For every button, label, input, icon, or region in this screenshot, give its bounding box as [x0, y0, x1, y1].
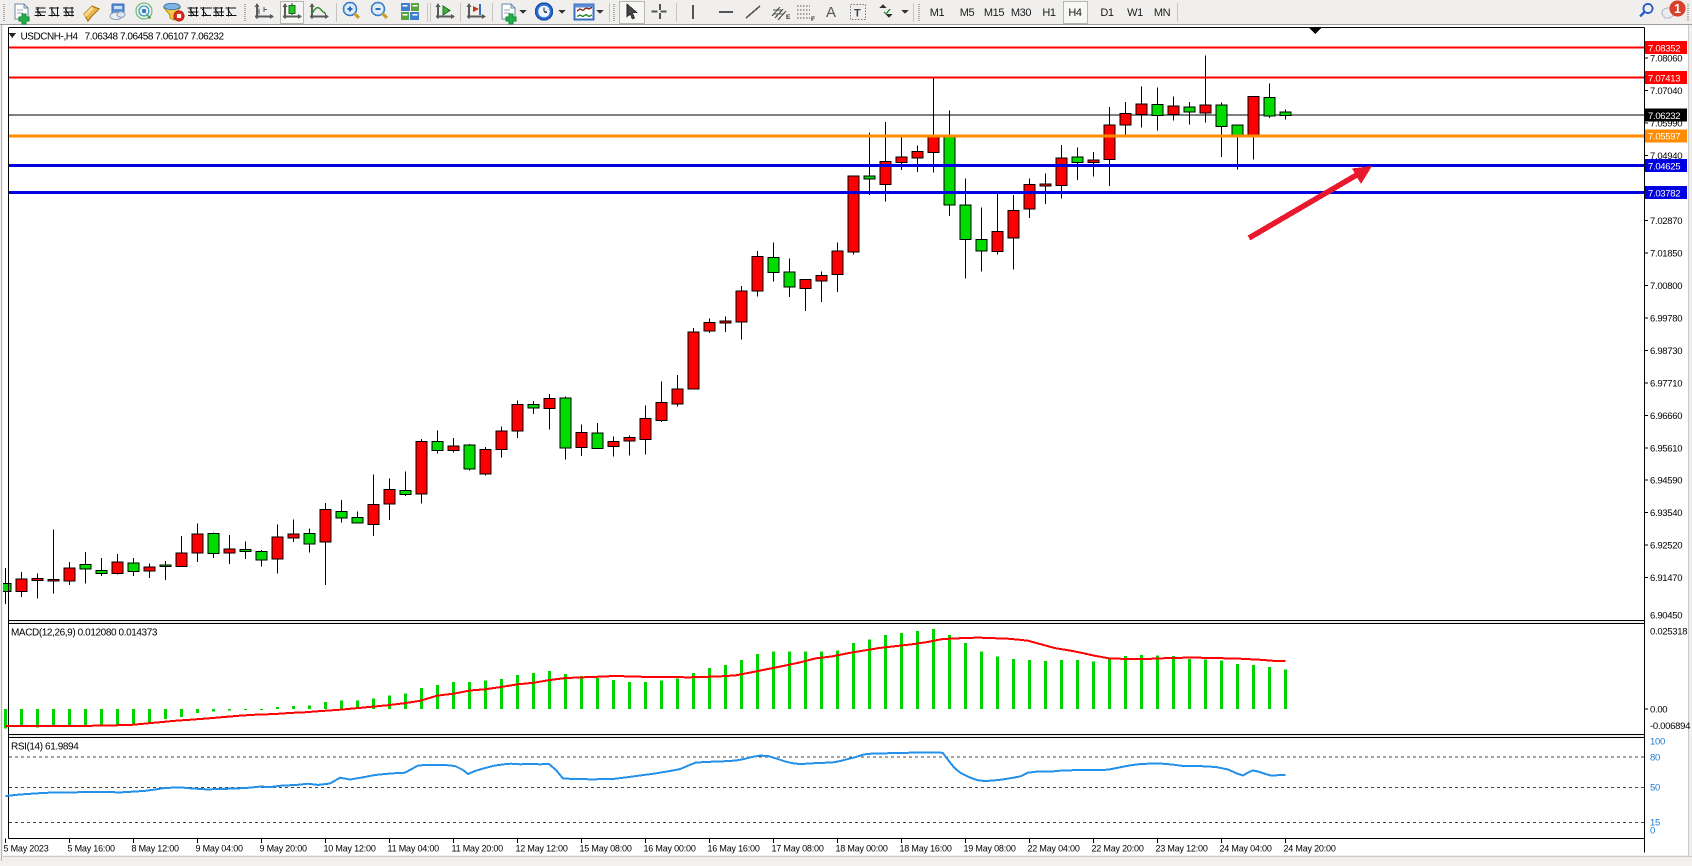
svg-text:0.025318: 0.025318: [1650, 627, 1687, 638]
svg-text:6.91470: 6.91470: [1650, 573, 1682, 584]
svg-text:MN: MN: [1154, 7, 1171, 19]
svg-text:5 May 2023: 5 May 2023: [4, 844, 49, 854]
svg-text:1: 1: [1674, 2, 1681, 16]
svg-text:6.96660: 6.96660: [1650, 411, 1682, 422]
svg-text:6.92520: 6.92520: [1650, 541, 1682, 552]
svg-text:5 May 16:00: 5 May 16:00: [68, 844, 116, 854]
svg-text:H1: H1: [1042, 7, 1056, 19]
svg-text:80: 80: [1650, 753, 1660, 764]
svg-text:50: 50: [1650, 783, 1660, 794]
svg-text:7.08352: 7.08352: [1648, 43, 1680, 54]
svg-text:15 May 08:00: 15 May 08:00: [580, 844, 632, 854]
svg-text:0: 0: [1650, 826, 1655, 837]
svg-text:24 May 20:00: 24 May 20:00: [1284, 844, 1336, 854]
svg-text:16 May 16:00: 16 May 16:00: [708, 844, 760, 854]
svg-text:7.01850: 7.01850: [1650, 248, 1682, 259]
svg-text:7.04625: 7.04625: [1648, 162, 1680, 173]
svg-text:RSI(14) 61.9894: RSI(14) 61.9894: [11, 742, 79, 753]
svg-text:6.90450: 6.90450: [1650, 611, 1682, 622]
svg-text:M30: M30: [1011, 7, 1031, 19]
svg-text:H4: H4: [1068, 7, 1082, 19]
svg-text:7.03782: 7.03782: [1648, 188, 1680, 199]
svg-text:D1: D1: [1100, 7, 1114, 19]
svg-text:10 May 12:00: 10 May 12:00: [324, 844, 376, 854]
svg-text:6.97710: 6.97710: [1650, 378, 1682, 389]
svg-text:16 May 00:00: 16 May 00:00: [644, 844, 696, 854]
svg-text:6.95610: 6.95610: [1650, 443, 1682, 454]
svg-text:18 May 16:00: 18 May 16:00: [900, 844, 952, 854]
svg-text:15: 15: [1650, 818, 1660, 829]
svg-text:6.94590: 6.94590: [1650, 476, 1682, 487]
svg-text:6.99780: 6.99780: [1650, 313, 1682, 324]
svg-text:7.07040: 7.07040: [1650, 86, 1682, 97]
svg-text:6.93540: 6.93540: [1650, 508, 1682, 519]
svg-text:18 May 00:00: 18 May 00:00: [836, 844, 888, 854]
svg-text:24 May 04:00: 24 May 04:00: [1220, 844, 1272, 854]
svg-text:M5: M5: [960, 7, 975, 19]
svg-text:22 May 20:00: 22 May 20:00: [1092, 844, 1144, 854]
svg-text:17 May 08:00: 17 May 08:00: [772, 844, 824, 854]
svg-text:T: T: [854, 8, 861, 20]
svg-text:0.00: 0.00: [1650, 705, 1667, 716]
svg-text:M15: M15: [984, 7, 1004, 19]
svg-text:23 May 12:00: 23 May 12:00: [1156, 844, 1208, 854]
svg-text:7.07413: 7.07413: [1648, 73, 1680, 84]
svg-text:7.02870: 7.02870: [1650, 216, 1682, 227]
svg-text:100: 100: [1650, 737, 1665, 748]
svg-text:9 May 20:00: 9 May 20:00: [260, 844, 308, 854]
svg-text:6.98730: 6.98730: [1650, 346, 1682, 357]
svg-text:7.08060: 7.08060: [1650, 54, 1682, 65]
svg-text:W1: W1: [1127, 7, 1143, 19]
svg-text:7.00800: 7.00800: [1650, 281, 1682, 292]
svg-text:7.04940: 7.04940: [1650, 151, 1682, 162]
svg-text:19 May 08:00: 19 May 08:00: [964, 844, 1016, 854]
svg-text:F: F: [811, 16, 815, 23]
svg-text:M1: M1: [930, 7, 945, 19]
svg-text:7.05597: 7.05597: [1648, 132, 1680, 143]
svg-text:E: E: [786, 14, 791, 21]
svg-text:8 May 12:00: 8 May 12:00: [132, 844, 180, 854]
svg-text:MACD(12,26,9) 0.012080 0.01437: MACD(12,26,9) 0.012080 0.014373: [11, 628, 158, 639]
svg-text:A: A: [826, 4, 836, 21]
svg-text:-0.006894: -0.006894: [1650, 721, 1690, 732]
svg-text:7.05990: 7.05990: [1650, 119, 1682, 130]
svg-text:9 May 04:00: 9 May 04:00: [196, 844, 244, 854]
svg-text:USDCNH-,H4 7.06348 7.06458 7: USDCNH-,H4 7.06348 7.06458 7.06107 7.062…: [21, 32, 225, 43]
svg-text:11 May 20:00: 11 May 20:00: [452, 844, 504, 854]
svg-text:22 May 04:00: 22 May 04:00: [1028, 844, 1080, 854]
svg-text:7.06232: 7.06232: [1648, 111, 1680, 122]
svg-text:11 May 04:00: 11 May 04:00: [388, 844, 440, 854]
svg-text:12 May 12:00: 12 May 12:00: [516, 844, 568, 854]
